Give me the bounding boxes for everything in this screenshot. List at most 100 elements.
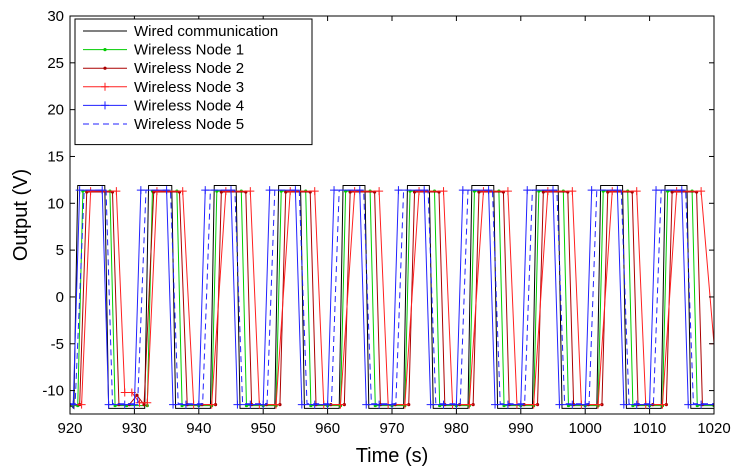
data-point-wireless-node-3: [415, 187, 424, 196]
data-point-wireless-node-3: [286, 187, 295, 196]
data-point-wireless-node-3: [672, 187, 681, 196]
data-point-wireless-node-3: [400, 400, 409, 409]
data-point-wireless-node-4: [710, 400, 714, 409]
data-point-wireless-node-4: [233, 400, 242, 409]
data-point-wireless-node-3: [143, 398, 152, 407]
y-tick-label: 30: [47, 8, 64, 25]
data-point-wireless-node-4: [104, 400, 113, 409]
legend-label-wireless-node-3: Wireless Node 3: [134, 79, 244, 96]
series-line-wireless-node-5: [70, 189, 714, 405]
y-tick-label: -10: [42, 383, 64, 400]
legend-label-wireless-node-5: Wireless Node 5: [134, 116, 244, 133]
data-point-wireless-node-4: [632, 400, 641, 409]
data-point-wireless-node-3: [529, 400, 538, 409]
x-tick-label: 950: [251, 420, 276, 437]
legend-label-wireless-node-2: Wireless Node 2: [134, 60, 244, 77]
data-point-wireless-node-3: [135, 398, 144, 407]
data-point-wireless-node-4: [458, 186, 467, 195]
data-point-wireless-node-3: [112, 187, 121, 196]
series-line-wired-communication: [70, 185, 714, 410]
data-point-wireless-node-4: [136, 186, 145, 195]
data-point-wireless-node-4: [330, 186, 339, 195]
data-point-wireless-node-3: [178, 187, 187, 196]
data-point-wireless-node-3: [439, 187, 448, 196]
data-point-wireless-node-3: [310, 187, 319, 196]
y-tick-label: 15: [47, 148, 64, 165]
data-point-wireless-node-4: [310, 400, 319, 409]
data-point-wireless-node-3: [543, 187, 552, 196]
data-point-wireless-node-4: [169, 400, 178, 409]
legend-marker-wireless-node-3: [101, 82, 109, 91]
x-tick-label: 1010: [633, 420, 666, 437]
legend-marker-wireless-node-4: [101, 101, 109, 110]
x-tick-label: 940: [186, 420, 211, 437]
data-point-wireless-node-3: [632, 187, 641, 196]
x-tick-label: 970: [379, 420, 404, 437]
data-point-wireless-node-4: [246, 400, 255, 409]
data-point-wireless-node-3: [465, 400, 474, 409]
x-tick-label: 960: [315, 420, 340, 437]
legend-label-wireless-node-1: Wireless Node 1: [134, 42, 244, 59]
data-point-wireless-node-4: [523, 186, 532, 195]
data-point-wireless-node-4: [265, 186, 274, 195]
data-point-wireless-node-3: [658, 400, 667, 409]
x-tick-label: 980: [444, 420, 469, 437]
data-point-wireless-node-4: [375, 400, 384, 409]
data-point-wireless-node-4: [297, 400, 306, 409]
data-point-wireless-node-4: [259, 400, 268, 409]
data-point-wireless-node-4: [426, 400, 435, 409]
x-tick-label: 990: [508, 420, 533, 437]
series-layer: [70, 185, 714, 410]
data-point-wireless-node-4: [491, 400, 500, 409]
data-point-wireless-node-3: [375, 187, 384, 196]
y-tick-label: 5: [56, 242, 64, 259]
data-point-wireless-node-3: [479, 187, 488, 196]
data-point-wireless-node-4: [70, 400, 78, 409]
y-tick-label: 20: [47, 102, 64, 119]
legend-marker-wireless-node-1: [103, 48, 107, 52]
data-point-wireless-node-3: [568, 187, 577, 196]
data-point-wireless-node-4: [684, 400, 693, 409]
y-tick-label: 25: [47, 55, 64, 72]
data-point-wireless-node-3: [246, 187, 255, 196]
data-point-wireless-node-4: [130, 400, 139, 409]
data-point-wireless-node-3: [608, 187, 617, 196]
data-point-wireless-node-4: [394, 186, 403, 195]
y-tick-label: -5: [51, 336, 64, 353]
x-axis-title: Time (s): [356, 445, 429, 467]
data-point-wireless-node-4: [388, 400, 396, 409]
y-tick-label: 10: [47, 195, 64, 212]
data-point-wireless-node-4: [503, 400, 512, 409]
data-point-wireless-node-4: [120, 400, 129, 409]
data-point-wireless-node-4: [181, 400, 190, 409]
axis-ticks: 920 930 940 950 960 970 980 990 1000 1010 1020-10-…: [42, 8, 730, 437]
data-point-wireless-node-2: [135, 393, 139, 397]
data-point-wireless-node-4: [652, 186, 661, 195]
y-axis-title: Output (V): [10, 169, 32, 261]
y-tick-label: 0: [56, 289, 64, 306]
data-point-wireless-node-4: [201, 186, 210, 195]
data-point-wireless-node-4: [194, 400, 203, 409]
data-point-wireless-node-3: [350, 187, 359, 196]
x-tick-label: 930: [122, 420, 147, 437]
data-point-wireless-node-4: [439, 400, 448, 409]
data-point-wireless-node-3: [697, 187, 706, 196]
data-point-wireless-node-3: [272, 400, 281, 409]
data-point-wireless-node-4: [587, 186, 596, 195]
data-point-wireless-node-3: [503, 187, 512, 196]
x-tick-label: 1000: [569, 420, 602, 437]
x-tick-label: 1020: [697, 420, 730, 437]
data-point-wireless-node-3: [207, 400, 216, 409]
series-wireless-node-5: [70, 189, 714, 405]
data-point-wireless-node-4: [555, 400, 564, 409]
legend-label-wired-communication: Wired communication: [134, 23, 278, 40]
data-point-wireless-node-3: [77, 400, 86, 409]
data-point-wireless-node-4: [452, 400, 461, 409]
data-point-wireless-node-3: [336, 400, 345, 409]
data-point-wireless-node-3: [594, 400, 603, 409]
data-point-wireless-node-4: [619, 400, 628, 409]
legend-marker-wireless-node-2: [103, 66, 107, 70]
data-point-wireless-node-4: [75, 186, 84, 195]
data-point-wireless-node-2: [142, 403, 146, 407]
